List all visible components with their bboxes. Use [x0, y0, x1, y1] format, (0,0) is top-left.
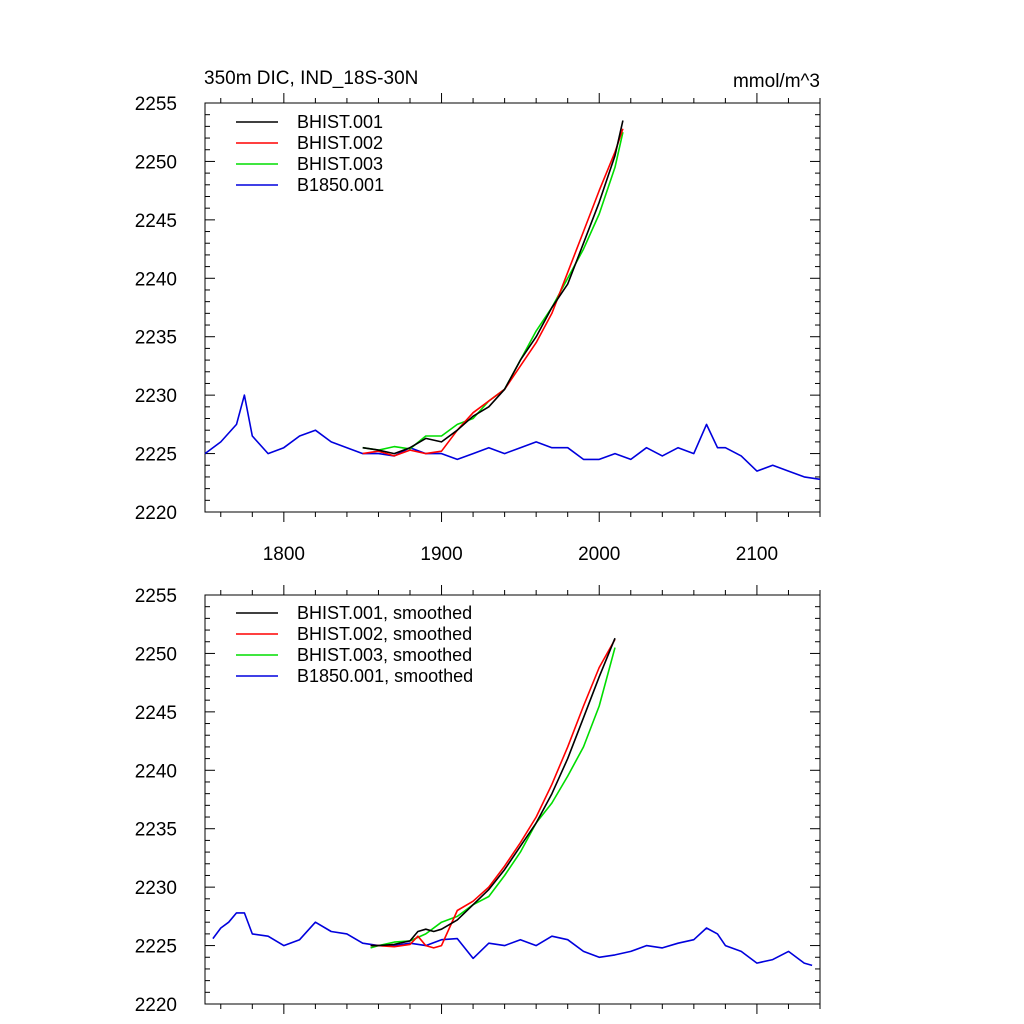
series-line-4 [204, 394, 821, 481]
series-line-1 [362, 120, 624, 455]
y-tick-label: 2225 [135, 445, 177, 466]
y-tick-label: 2230 [135, 878, 177, 899]
y-tick-label: 2235 [135, 820, 177, 841]
series-line-2 [370, 639, 616, 949]
y-tick-label: 2220 [135, 503, 177, 524]
y-tick-label: 2220 [135, 995, 177, 1016]
legend-label: B1850.001 [297, 175, 384, 195]
legend-label: BHIST.001, smoothed [297, 603, 472, 623]
y-tick-label: 2240 [135, 761, 177, 782]
y-tick-label: 2245 [135, 211, 177, 232]
y-tick-label: 2225 [135, 937, 177, 958]
y-tick-label: 2250 [135, 152, 177, 173]
bottom-panel: 2220 2225 2230 2235 2240 2245 2250 2255 BHIST.00… [135, 585, 821, 1016]
legend-label: BHIST.002, smoothed [297, 624, 472, 644]
x-tick-label: 2100 [736, 544, 778, 565]
y-tick-label: 2250 [135, 644, 177, 665]
series-line-1 [370, 637, 616, 947]
series-line-3 [370, 647, 616, 949]
x-tick-label: 1800 [263, 544, 305, 565]
legend-label: BHIST.002 [297, 133, 383, 153]
legend-label: BHIST.001 [297, 112, 383, 132]
plot-frame [204, 594, 821, 1005]
legend-label: BHIST.003, smoothed [297, 645, 472, 665]
y-tick-label: 2255 [135, 94, 177, 115]
legend-label: BHIST.003 [297, 154, 383, 174]
units-label: mmol/m^3 [733, 71, 820, 92]
x-tick-label: 1900 [420, 544, 462, 565]
chart-title: 350m DIC, IND_18S-30N [204, 68, 418, 89]
x-tick-label: 2000 [578, 544, 620, 565]
legend-label: B1850.001, smoothed [297, 666, 473, 686]
series-line-2 [362, 128, 624, 457]
plot-frame [204, 102, 821, 513]
y-tick-label: 2235 [135, 328, 177, 349]
y-tick-label: 2230 [135, 386, 177, 407]
y-tick-label: 2245 [135, 703, 177, 724]
y-tick-label: 2255 [135, 586, 177, 607]
y-tick-label: 2240 [135, 269, 177, 290]
series-line-4 [212, 912, 813, 967]
top-panel: 2220 2225 2230 2235 2240 2245 2250 2255 1800 1900… [135, 93, 821, 565]
